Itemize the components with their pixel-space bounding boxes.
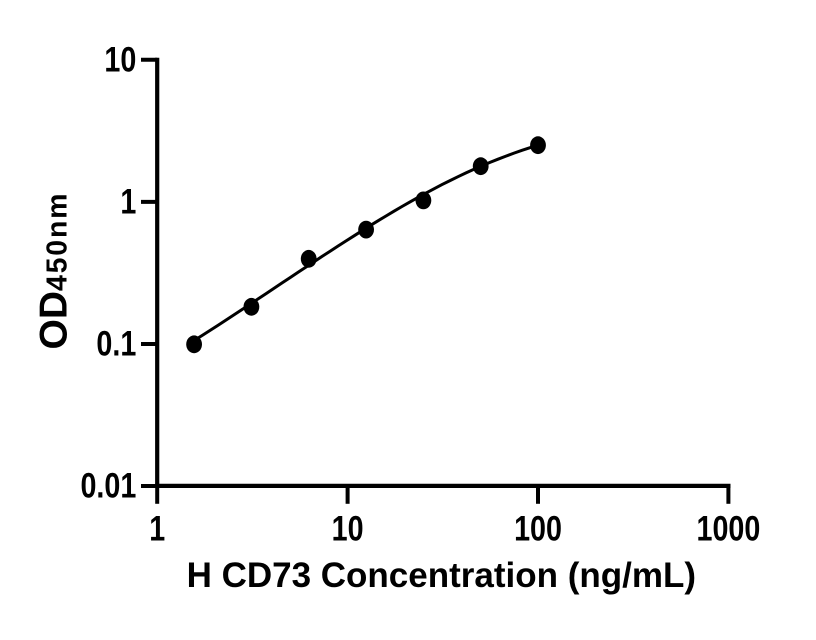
svg-text:10: 10 <box>104 40 136 79</box>
svg-text:H CD73 Concentration (ng/mL): H CD73 Concentration (ng/mL) <box>187 556 696 595</box>
svg-text:1: 1 <box>149 509 165 548</box>
svg-text:100: 100 <box>514 509 562 548</box>
svg-text:1000: 1000 <box>696 509 760 548</box>
svg-text:1: 1 <box>120 182 136 221</box>
svg-text:0.01: 0.01 <box>80 466 136 505</box>
svg-text:10: 10 <box>332 509 364 548</box>
svg-text:0.1: 0.1 <box>96 324 136 363</box>
